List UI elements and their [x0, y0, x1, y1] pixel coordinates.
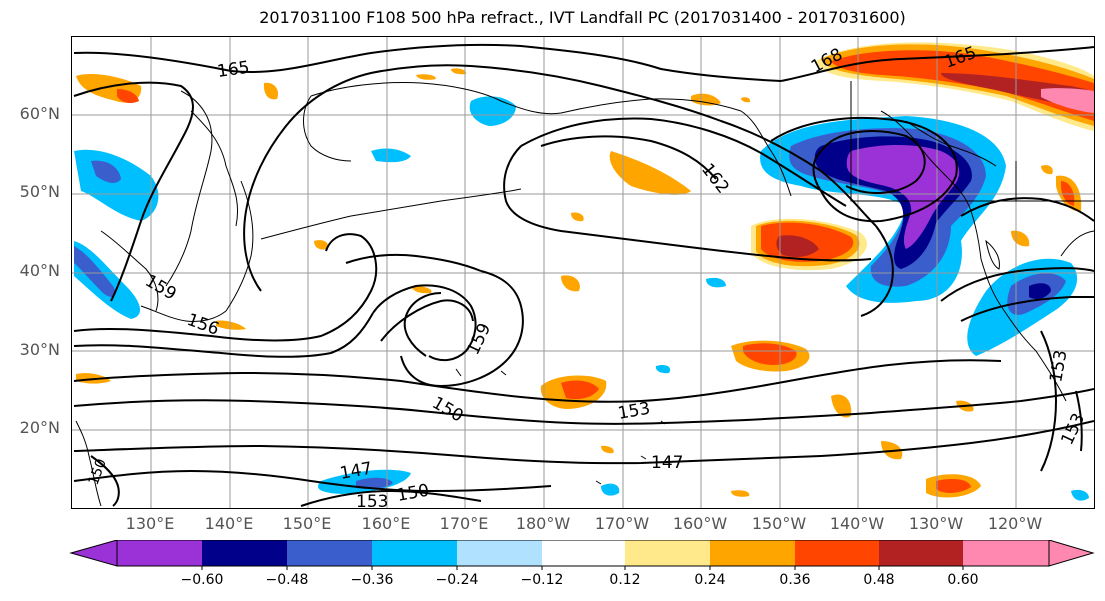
colorbar-bin-6: [542, 540, 625, 566]
contour-label-10: 147: [651, 453, 683, 473]
lat-label-30n: 30°N: [19, 340, 60, 359]
lat-label-50n: 50°N: [19, 182, 60, 201]
chart-title: 2017031100 F108 500 hPa refract., IVT La…: [259, 8, 906, 27]
colorbar-tick-label: −0.48: [265, 572, 309, 588]
contour-label-15: 153: [1057, 410, 1089, 448]
colorbar-tick-label: 0.60: [947, 572, 979, 588]
colorbar-bin-3: [287, 540, 372, 566]
lat-label-60n: 60°N: [19, 104, 60, 123]
colorbar-outline: [116, 540, 1050, 567]
lon-label-180w: 180°W: [515, 514, 571, 533]
colorbar-bin-10: [879, 540, 963, 566]
colorbar-bin-2: [202, 540, 287, 566]
map-panel: 165 165 168 162 159 156 159 150 153 147 …: [71, 36, 1095, 509]
contour-label-8: 150: [429, 393, 467, 427]
lon-label-150e: 150°E: [282, 514, 332, 533]
contour-label-12: 153: [356, 492, 388, 508]
coastlines: [75, 81, 1094, 507]
lon-label-140w: 140°W: [829, 514, 885, 533]
negative-anomaly-shading: [74, 96, 1089, 501]
refractivity-contours: [73, 43, 1094, 507]
colorbar-bin-5: [457, 540, 542, 566]
lon-label-170e: 170°E: [439, 514, 489, 533]
contour-label-16: 150: [86, 457, 110, 488]
lat-label-40n: 40°N: [19, 261, 60, 280]
map-svg: 165 165 168 162 159 156 159 150 153 147 …: [72, 37, 1094, 508]
colorbar-tick-label: 0.12: [609, 572, 641, 588]
contour-label-9: 153: [616, 399, 651, 424]
colorbar-tick-label: −0.12: [520, 572, 564, 588]
lon-label-130w: 130°W: [908, 514, 964, 533]
lat-label-20n: 20°N: [19, 418, 60, 437]
colorbar-max-extension: [1048, 540, 1095, 567]
lon-label-160w: 160°W: [672, 514, 728, 533]
contour-label-1: 165: [216, 58, 251, 82]
contour-label-7: 159: [463, 320, 495, 358]
contour-label-6: 156: [184, 310, 221, 340]
lon-label-140e: 140°E: [204, 514, 254, 533]
graticule: [72, 37, 1094, 508]
colorbar-tick-label: −0.36: [350, 572, 394, 588]
contour-label-5: 159: [142, 271, 180, 305]
colorbar: [69, 540, 1095, 570]
colorbar-tick-label: 0.48: [863, 572, 895, 588]
colorbar-bin-1: [117, 540, 202, 566]
colorbar-tick-label: 0.36: [779, 572, 811, 588]
colorbar-bin-7: [625, 540, 710, 566]
colorbar-tick-label: −0.24: [435, 572, 479, 588]
lon-label-150w: 150°W: [751, 514, 807, 533]
colorbar-bin-8: [710, 540, 795, 566]
lon-label-130e: 130°E: [125, 514, 175, 533]
lon-label-120w: 120°W: [987, 514, 1043, 533]
lon-label-170w: 170°W: [594, 514, 650, 533]
colorbar-tick-label: −0.60: [180, 572, 224, 588]
colorbar-bin-11: [963, 540, 1049, 566]
colorbar-min-extension: [69, 540, 118, 567]
colorbar-tick-label: 0.24: [694, 572, 726, 588]
lon-label-160e: 160°E: [361, 514, 411, 533]
contour-label-13: 150: [395, 481, 430, 506]
positive-anomaly-shading: [76, 42, 1094, 498]
colorbar-bin-9: [795, 540, 879, 566]
colorbar-bin-4: [372, 540, 457, 566]
contour-label-14: 153: [1046, 348, 1071, 383]
